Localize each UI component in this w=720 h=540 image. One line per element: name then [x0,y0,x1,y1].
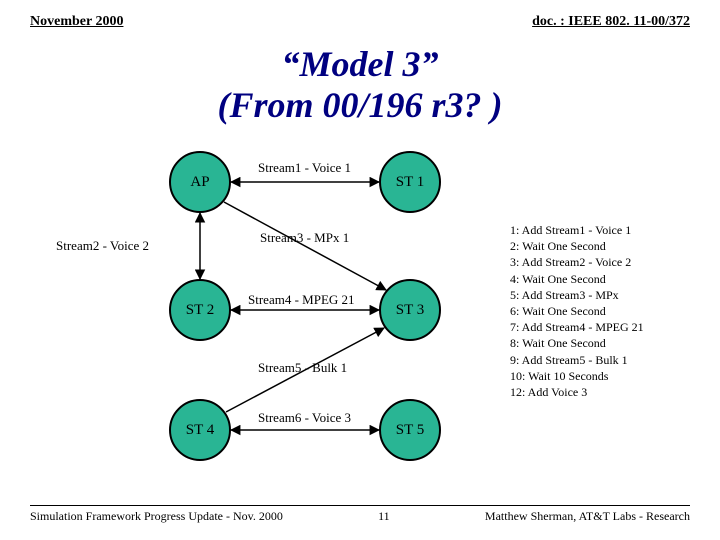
legend-item: 12: Add Voice 3 [510,384,644,400]
node-st5: ST 5 [379,399,441,461]
node-st3: ST 3 [379,279,441,341]
footer-right: Matthew Sherman, AT&T Labs - Research [485,509,690,524]
stream5-label: Stream5 - Bulk 1 [258,360,347,376]
header-right: doc. : IEEE 802. 11-00/372 [532,14,690,30]
legend-item: 7: Add Stream4 - MPEG 21 [510,319,644,335]
header-left: November 2000 [30,14,123,30]
node-st1-label: ST 1 [396,174,424,191]
footer: Simulation Framework Progress Update - N… [30,505,690,524]
legend-item: 3: Add Stream2 - Voice 2 [510,254,644,270]
header: November 2000 doc. : IEEE 802. 11-00/372 [30,14,690,30]
node-ap-label: AP [190,174,209,191]
footer-left: Simulation Framework Progress Update - N… [30,509,283,524]
page-title: “Model 3” (From 00/196 r3? ) [0,44,720,127]
node-st5-label: ST 5 [396,422,424,439]
legend-item: 1: Add Stream1 - Voice 1 [510,222,644,238]
stream1-label: Stream1 - Voice 1 [258,160,351,176]
stream6-label: Stream6 - Voice 3 [258,410,351,426]
title-line-2: (From 00/196 r3? ) [0,85,720,126]
node-st3-label: ST 3 [396,302,424,319]
legend-item: 10: Wait 10 Seconds [510,368,644,384]
node-st4-label: ST 4 [186,422,214,439]
legend: 1: Add Stream1 - Voice 1 2: Wait One Sec… [510,222,644,400]
network-diagram: Stream2 - Voice 2 Stream1 - Voice 1 Stre… [30,150,470,470]
stream3-label: Stream3 - MPx 1 [260,230,349,246]
node-st2-label: ST 2 [186,302,214,319]
footer-page-number: 11 [378,509,390,524]
node-st1: ST 1 [379,151,441,213]
stream4-label: Stream4 - MPEG 21 [248,292,355,308]
node-st2: ST 2 [169,279,231,341]
title-line-1: “Model 3” [0,44,720,85]
legend-item: 5: Add Stream3 - MPx [510,287,644,303]
legend-item: 8: Wait One Second [510,335,644,351]
legend-item: 9: Add Stream5 - Bulk 1 [510,352,644,368]
legend-item: 6: Wait One Second [510,303,644,319]
legend-item: 4: Wait One Second [510,271,644,287]
node-st4: ST 4 [169,399,231,461]
stream2-label: Stream2 - Voice 2 [56,238,149,254]
node-ap: AP [169,151,231,213]
legend-item: 2: Wait One Second [510,238,644,254]
